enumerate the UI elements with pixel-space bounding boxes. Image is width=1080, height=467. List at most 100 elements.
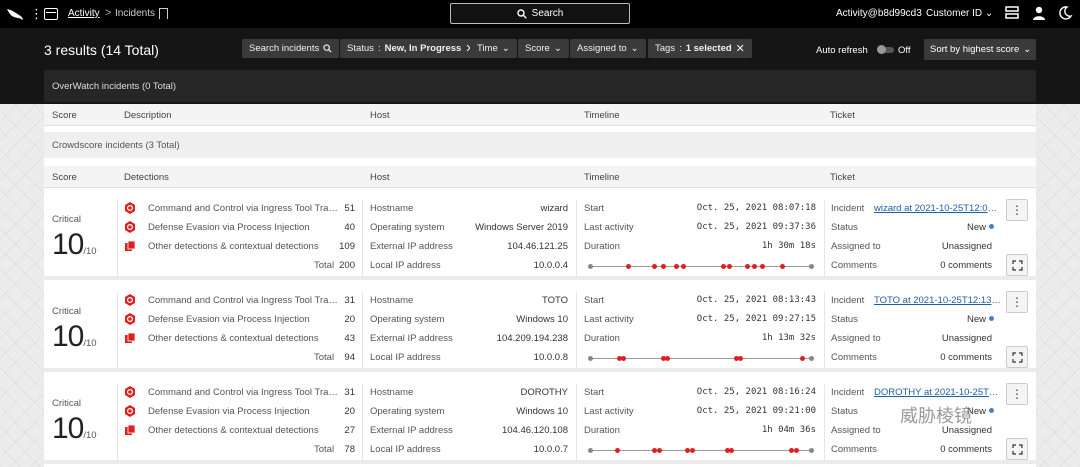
close-icon[interactable]: ✕ <box>735 43 745 55</box>
timeline-event-dot[interactable] <box>809 356 814 361</box>
customer-id-dropdown[interactable]: Customer ID ⌄ <box>926 8 994 19</box>
kebab-icon: ⋮ <box>1011 295 1023 309</box>
activity-timeline[interactable] <box>588 355 814 363</box>
bookmark-icon[interactable] <box>159 8 168 19</box>
timeline-event-dot[interactable] <box>588 448 593 453</box>
timeline-event-dot[interactable] <box>614 448 620 453</box>
more-actions-button[interactable]: ⋮ <box>1006 291 1028 313</box>
auto-refresh-state: Off <box>898 45 911 56</box>
timeline-event-dot[interactable] <box>760 264 766 269</box>
timeline-event-dot[interactable] <box>809 448 814 453</box>
timeline-event-dot[interactable] <box>729 448 735 453</box>
auto-refresh-toggle[interactable] <box>877 45 894 54</box>
incident-row[interactable]: Critical 10/10 Command and Control via I… <box>44 284 1036 372</box>
assigned-to-value[interactable]: Unassigned <box>941 425 992 436</box>
column-score[interactable]: Score <box>52 110 77 121</box>
timeline-event-dot[interactable] <box>625 264 631 269</box>
timeline-event-dot[interactable] <box>621 356 627 361</box>
user-profile-icon[interactable] <box>1031 5 1047 21</box>
incident-link[interactable]: TOTO at 2021-10-25T12:13:43Z <box>874 295 1002 306</box>
timeline-event-dot[interactable] <box>725 448 731 453</box>
last-activity-label: Last activity <box>584 314 634 325</box>
detection-name[interactable]: Other detections & contextual detections <box>148 333 319 344</box>
timeline-event-dot[interactable] <box>680 264 686 269</box>
assigned-to-filter[interactable]: Assigned to ⌄ <box>570 39 646 58</box>
timeline-event-dot[interactable] <box>660 356 666 361</box>
status-filter[interactable]: Status: New, In Progress ✕ <box>340 39 482 58</box>
severity-label: Critical <box>52 306 82 317</box>
timeline-event-dot[interactable] <box>660 264 666 269</box>
status-value[interactable]: New <box>904 406 994 417</box>
close-icon[interactable]: ✕ <box>465 42 474 55</box>
timeline-event-dot[interactable] <box>720 264 726 269</box>
sort-dropdown[interactable]: Sort by highest score ⌄ <box>924 39 1036 60</box>
timeline-event-dot[interactable] <box>780 264 786 269</box>
timeline-event-dot[interactable] <box>674 264 680 269</box>
comments-value[interactable]: 0 comments <box>940 352 992 363</box>
timeline-event-dot[interactable] <box>727 264 733 269</box>
detection-name[interactable]: Defense Evasion via Process Injection <box>148 406 310 417</box>
detection-name[interactable]: Defense Evasion via Process Injection <box>148 314 310 325</box>
detection-count: 43 <box>344 333 355 344</box>
detection-name[interactable]: Command and Control via Ingress Tool Tra… <box>148 203 340 214</box>
timeline-event-dot[interactable] <box>733 356 739 361</box>
incident-row[interactable]: Critical 10/10 Command and Control via I… <box>44 376 1036 464</box>
divider <box>576 292 577 370</box>
detection-name[interactable]: Command and Control via Ingress Tool Tra… <box>148 387 340 398</box>
breadcrumb-activity[interactable]: Activity <box>68 8 100 19</box>
hexagon-target-icon <box>125 294 135 306</box>
user-account[interactable]: Activity@b8d99cd3 <box>836 8 922 19</box>
time-filter[interactable]: Time ⌄ <box>470 39 517 58</box>
assigned-to-value[interactable]: Unassigned <box>941 241 992 252</box>
incident-row[interactable]: Critical 10/10 Command and Control via I… <box>44 192 1036 280</box>
column-score[interactable]: Score <box>52 172 77 183</box>
detection-name[interactable]: Command and Control via Ingress Tool Tra… <box>148 295 340 306</box>
incident-link[interactable]: DOROTHY at 2021-10-25T12:16:24Z <box>874 387 1002 398</box>
more-actions-button[interactable]: ⋮ <box>1006 199 1028 221</box>
timeline-event-dot[interactable] <box>800 356 806 361</box>
timeline-event-dot[interactable] <box>652 264 658 269</box>
timeline-event-dot[interactable] <box>656 448 662 453</box>
timeline-event-dot[interactable] <box>738 356 744 361</box>
expand-button[interactable] <box>1006 346 1028 368</box>
timeline-event-dot[interactable] <box>665 356 671 361</box>
status-value[interactable]: New <box>904 314 994 325</box>
timeline-event-dot[interactable] <box>689 448 695 453</box>
queue-icon[interactable] <box>1004 5 1020 21</box>
activity-timeline[interactable] <box>588 447 814 455</box>
timeline-event-dot[interactable] <box>789 448 795 453</box>
crowdscore-incidents-section[interactable]: Crowdscore incidents (3 Total) <box>44 132 1036 158</box>
comments-value[interactable]: 0 comments <box>940 260 992 271</box>
assigned-to-value[interactable]: Unassigned <box>941 333 992 344</box>
expand-button[interactable] <box>1006 254 1028 276</box>
menu-kebab-icon[interactable]: ⋮ <box>30 6 43 21</box>
detection-name[interactable]: Other detections & contextual detections <box>148 425 319 436</box>
activity-timeline[interactable] <box>588 263 814 271</box>
more-actions-button[interactable]: ⋮ <box>1006 383 1028 405</box>
app-switcher-icon[interactable] <box>44 8 58 20</box>
timeline-event-dot[interactable] <box>809 264 814 269</box>
timeline-event-dot[interactable] <box>588 264 593 269</box>
dark-mode-moon-icon[interactable] <box>1057 5 1073 21</box>
detection-name[interactable]: Other detections & contextual detections <box>148 241 319 252</box>
timeline-event-dot[interactable] <box>744 264 750 269</box>
search-incidents-filter[interactable]: Search incidents <box>242 39 340 58</box>
status-value[interactable]: New <box>904 222 994 233</box>
tags-filter[interactable]: Tags: 1 selected ✕ <box>648 39 752 58</box>
detection-name[interactable]: Defense Evasion via Process Injection <box>148 222 310 233</box>
overwatch-incidents-section[interactable]: OverWatch incidents (0 Total) <box>44 70 1036 102</box>
crowdscore-count: (3 Total) <box>145 140 180 151</box>
falcon-logo-icon[interactable] <box>6 6 24 22</box>
timeline-event-dot[interactable] <box>588 356 593 361</box>
timeline-event-dot[interactable] <box>751 264 757 269</box>
timeline-event-dot[interactable] <box>793 448 799 453</box>
timeline-event-dot[interactable] <box>652 448 658 453</box>
comments-value[interactable]: 0 comments <box>940 444 992 455</box>
expand-button[interactable] <box>1006 438 1028 460</box>
timeline-event-dot[interactable] <box>616 356 622 361</box>
divider <box>117 384 118 462</box>
incident-link[interactable]: wizard at 2021-10-25T12:07:18Z <box>874 203 1002 214</box>
score-filter[interactable]: Score ⌄ <box>518 39 569 58</box>
timeline-event-dot[interactable] <box>685 448 691 453</box>
global-search-button[interactable]: Search <box>450 3 630 24</box>
